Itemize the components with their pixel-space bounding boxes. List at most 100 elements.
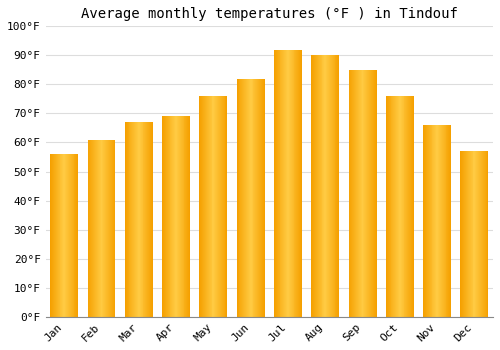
Bar (425, 125, 426, 317)
Bar (128, 122, 130, 317)
Bar (91, 140, 92, 317)
Bar (397, 96, 398, 317)
Bar (220, 96, 221, 317)
Bar (392, 96, 394, 317)
Bar (188, 116, 189, 317)
Bar (172, 116, 174, 317)
Bar (97, 140, 98, 317)
Bar (150, 122, 151, 317)
Bar (244, 78, 245, 317)
Bar (465, 151, 466, 317)
Bar (369, 70, 370, 317)
Bar (331, 55, 332, 317)
Bar (408, 96, 409, 317)
Bar (58, 154, 59, 317)
Bar (69, 154, 70, 317)
Bar (126, 122, 128, 317)
Bar (292, 49, 294, 317)
Bar (50, 154, 51, 317)
Bar (218, 96, 219, 317)
Bar (274, 49, 275, 317)
Bar (135, 122, 136, 317)
Bar (463, 151, 464, 317)
Bar (371, 70, 372, 317)
Bar (88, 140, 90, 317)
Title: Average monthly temperatures (°F ) in Tindouf: Average monthly temperatures (°F ) in Ti… (81, 7, 458, 21)
Bar (290, 49, 292, 317)
Bar (285, 49, 286, 317)
Bar (399, 96, 400, 317)
Bar (390, 96, 392, 317)
Bar (68, 154, 69, 317)
Bar (277, 49, 278, 317)
Bar (257, 78, 258, 317)
Bar (402, 96, 404, 317)
Bar (144, 122, 146, 317)
Bar (186, 116, 188, 317)
Bar (94, 140, 95, 317)
Bar (432, 125, 434, 317)
Bar (260, 78, 261, 317)
Bar (249, 78, 250, 317)
Bar (96, 140, 97, 317)
Bar (254, 78, 256, 317)
Bar (106, 140, 107, 317)
Bar (148, 122, 149, 317)
Bar (261, 78, 262, 317)
Bar (278, 49, 280, 317)
Bar (373, 70, 374, 317)
Bar (132, 122, 133, 317)
Bar (236, 78, 238, 317)
Bar (406, 96, 408, 317)
Bar (64, 154, 65, 317)
Bar (180, 116, 182, 317)
Bar (409, 96, 410, 317)
Bar (136, 122, 137, 317)
Bar (176, 116, 177, 317)
Bar (163, 116, 164, 317)
Bar (483, 151, 484, 317)
Bar (164, 116, 165, 317)
Bar (467, 151, 468, 317)
Bar (350, 70, 352, 317)
Bar (366, 70, 367, 317)
Bar (352, 70, 353, 317)
Bar (133, 122, 134, 317)
Bar (428, 125, 430, 317)
Bar (210, 96, 212, 317)
Bar (62, 154, 64, 317)
Bar (479, 151, 480, 317)
Bar (356, 70, 357, 317)
Bar (166, 116, 167, 317)
Bar (202, 96, 203, 317)
Bar (74, 154, 76, 317)
Bar (149, 122, 150, 317)
Bar (282, 49, 284, 317)
Bar (358, 70, 359, 317)
Bar (93, 140, 94, 317)
Bar (95, 140, 96, 317)
Bar (474, 151, 476, 317)
Bar (469, 151, 470, 317)
Bar (53, 154, 54, 317)
Bar (258, 78, 259, 317)
Bar (370, 70, 371, 317)
Bar (411, 96, 412, 317)
Bar (426, 125, 427, 317)
Bar (139, 122, 140, 317)
Bar (348, 70, 350, 317)
Bar (212, 96, 214, 317)
Bar (330, 55, 331, 317)
Bar (362, 70, 364, 317)
Bar (316, 55, 317, 317)
Bar (65, 154, 66, 317)
Bar (222, 96, 224, 317)
Bar (386, 96, 387, 317)
Bar (313, 55, 314, 317)
Bar (404, 96, 406, 317)
Bar (364, 70, 366, 317)
Bar (182, 116, 184, 317)
Bar (338, 55, 339, 317)
Bar (357, 70, 358, 317)
Bar (423, 125, 424, 317)
